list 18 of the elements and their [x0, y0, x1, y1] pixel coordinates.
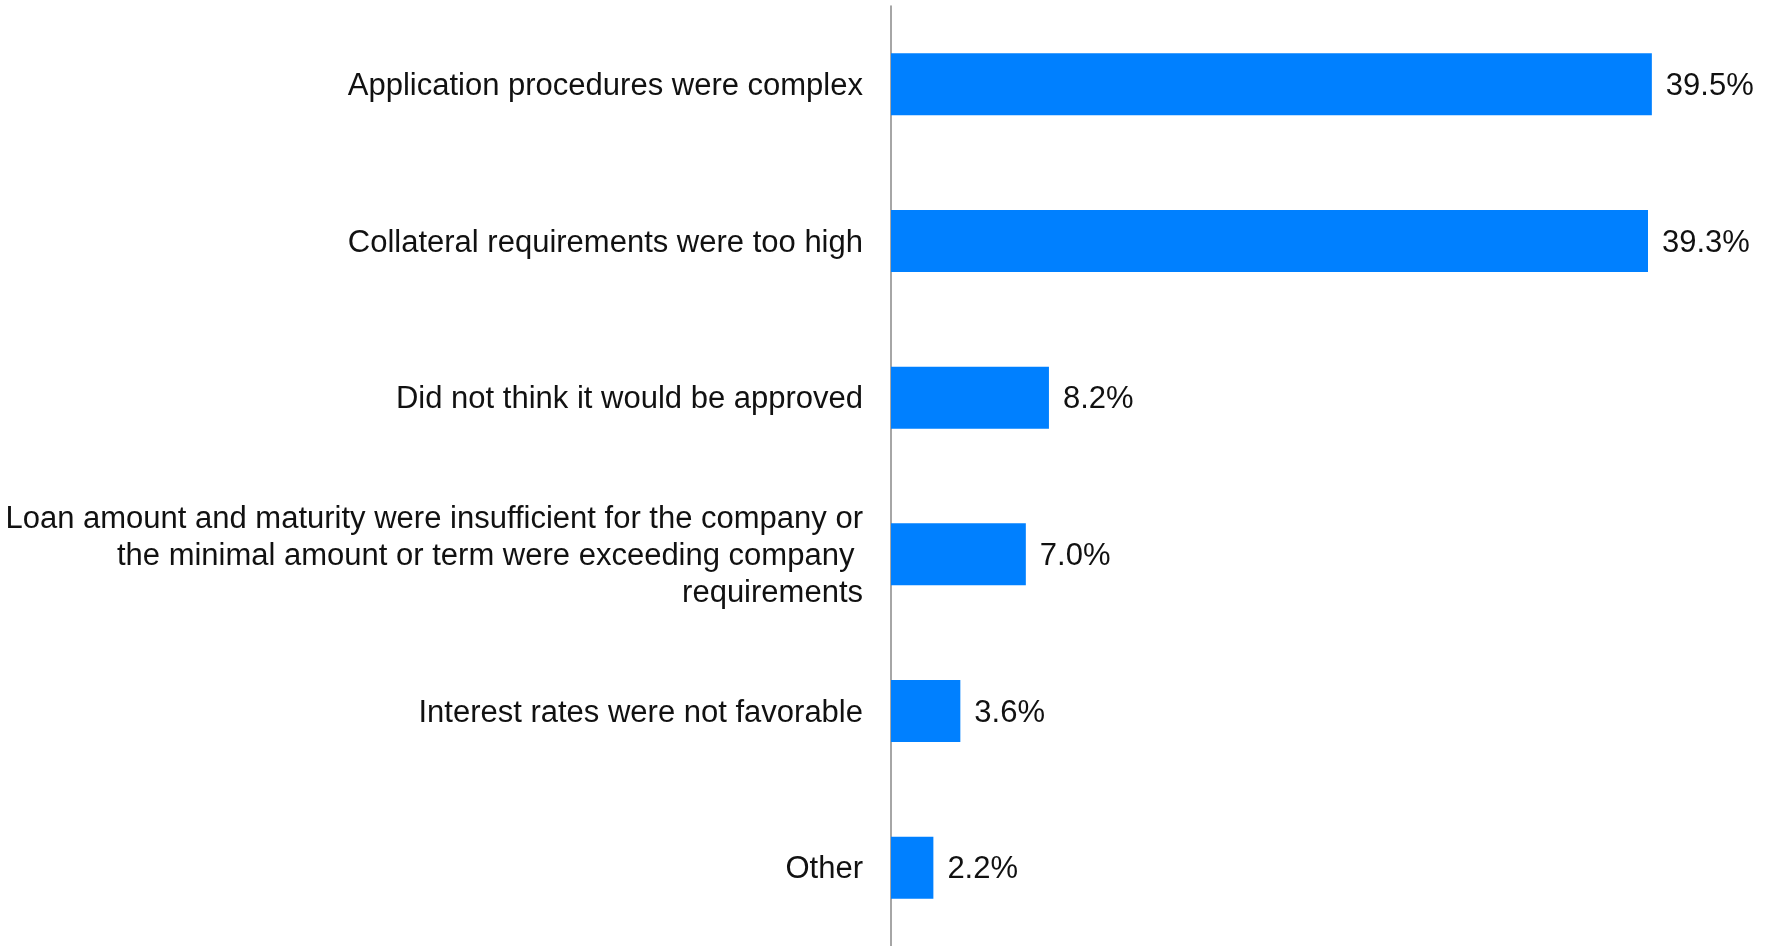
- bar: [891, 680, 961, 742]
- bar: [891, 210, 1648, 272]
- data-label: 8.2%: [1062, 380, 1134, 416]
- data-label: 7.0%: [1039, 536, 1111, 572]
- y-tick-label: Other: [785, 850, 863, 886]
- bar: [891, 366, 1049, 429]
- y-tick-label: Collateral requirements were too high: [347, 223, 863, 259]
- data-label: 2.2%: [947, 850, 1019, 886]
- bar: [891, 53, 1652, 116]
- bar: [891, 523, 1026, 586]
- y-tick-label: Interest rates were not favorable: [418, 693, 863, 729]
- y-tick-label: Application procedures were complex: [347, 66, 864, 102]
- data-label: 39.3%: [1662, 223, 1750, 259]
- data-label: 3.6%: [974, 693, 1046, 729]
- data-label: 39.5%: [1665, 66, 1754, 102]
- y-tick-label: Loan amount and maturity were insufficient for the company or the minimal amount or term were exceeding company requirements: [5, 499, 863, 609]
- bar: [891, 836, 934, 899]
- y-tick-label: Did not think it would be approved: [395, 380, 863, 416]
